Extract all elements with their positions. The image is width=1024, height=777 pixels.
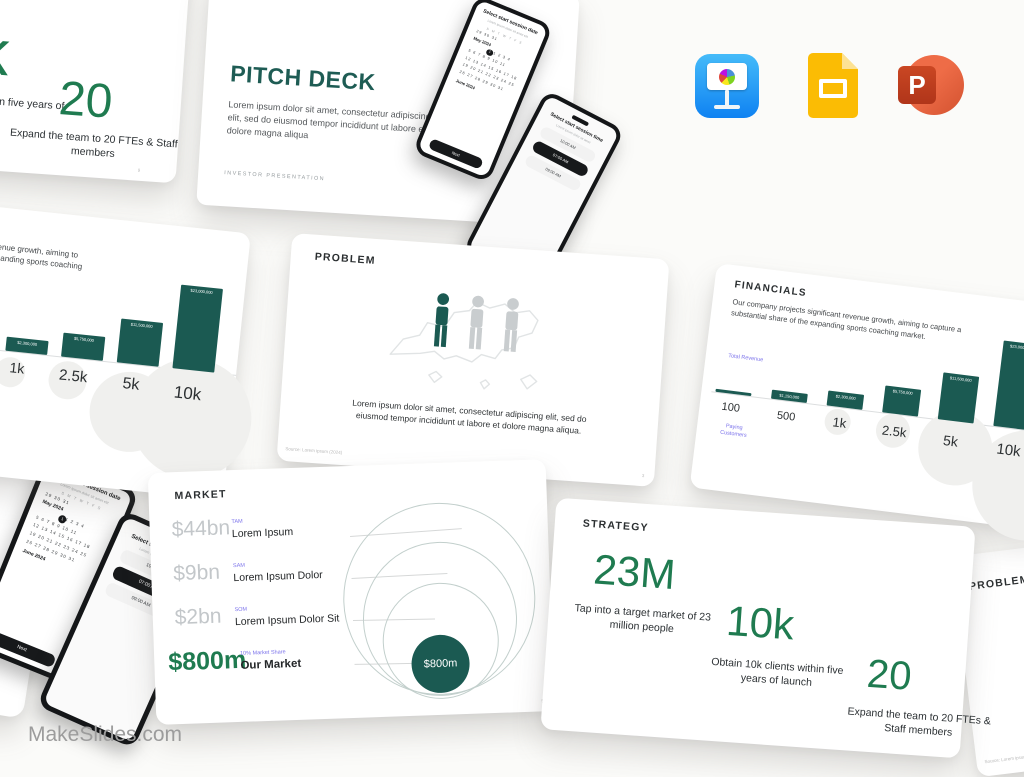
x-axis-label: Paying Customers bbox=[719, 423, 747, 440]
next-button: Next bbox=[427, 137, 485, 170]
bar-value: $23,000,000 bbox=[1009, 343, 1024, 352]
y-axis-label: Total Revenue bbox=[727, 353, 764, 364]
sam-tag: SAM bbox=[232, 562, 246, 570]
stat-10k-caption: Obtain 10k clients within five years of … bbox=[0, 88, 65, 113]
keynote-pole bbox=[725, 90, 729, 106]
keynote-pie bbox=[719, 68, 735, 85]
our-market-circle-label: $800m bbox=[423, 657, 458, 671]
page-number: 3 bbox=[641, 473, 645, 479]
keynote-base bbox=[714, 105, 740, 109]
person-group bbox=[427, 291, 527, 356]
decor-circle bbox=[125, 352, 258, 485]
slide-financials-fragment: FINANCIALS Our company projects signific… bbox=[0, 191, 258, 501]
bar-value: $11,500,000 bbox=[949, 375, 972, 383]
powerpoint-icon[interactable]: P bbox=[898, 53, 964, 119]
tam-tag: TAM bbox=[231, 518, 243, 526]
stat-10k-caption: Obtain 10k clients within five years of … bbox=[710, 655, 844, 690]
slide-strategy: STRATEGY 23M Tap into a target market of… bbox=[540, 497, 991, 759]
bar-500: $1,150,000 bbox=[770, 389, 808, 403]
tam-value: $44bn bbox=[171, 516, 231, 542]
our-market-tag: 10% Market Share bbox=[239, 649, 286, 657]
category-label: 100 bbox=[720, 400, 741, 415]
category-label: 500 bbox=[776, 409, 796, 424]
pitch-deck-body: Lorem ipsum dolor sit amet, consectetur … bbox=[226, 99, 431, 141]
tam-name: Lorem Ipsum bbox=[231, 525, 294, 541]
bar-10k: $23,000,000 bbox=[172, 284, 223, 373]
stat-20-caption: Expand the team to 20 FTEs & Staff membe… bbox=[9, 126, 178, 161]
powerpoint-letter: P bbox=[908, 69, 926, 100]
stat-10k: 10k bbox=[0, 10, 12, 90]
stat-20: 20 bbox=[57, 72, 115, 129]
category-label: 10k bbox=[995, 440, 1022, 461]
stat-10k: 10k bbox=[724, 596, 796, 649]
category-label: 1k bbox=[831, 414, 848, 431]
bar-2.5k: $5,750,000 bbox=[882, 385, 922, 417]
source-note: Source: Lorem ipsum (2024) bbox=[285, 446, 343, 456]
category-label: 1k bbox=[8, 359, 26, 377]
category-label: 2.5k bbox=[58, 366, 89, 387]
som-name: Lorem Ipsum Dolor Sit bbox=[234, 612, 340, 629]
pitch-deck-title: PITCH DECK bbox=[229, 60, 377, 96]
problem-title: PROBLEM bbox=[968, 573, 1024, 593]
category-label: 2.5k bbox=[881, 422, 908, 441]
powerpoint-tile: P bbox=[898, 66, 936, 104]
site-watermark: MakeSlides.com bbox=[28, 723, 183, 746]
our-market-name: Our Market bbox=[240, 657, 302, 672]
bar-value: $2,300,000 bbox=[835, 393, 856, 401]
google-slides-icon[interactable] bbox=[808, 53, 858, 118]
source-note: Source: Lorem ipsum (2024) bbox=[984, 752, 1024, 765]
category-label: 5k bbox=[121, 375, 141, 394]
slides-frame bbox=[819, 79, 847, 98]
bar-value: $5,750,000 bbox=[892, 388, 914, 396]
som-tag: SOM bbox=[234, 606, 248, 614]
person-icon bbox=[503, 298, 519, 352]
stat-20: 20 bbox=[865, 651, 914, 699]
bar-2.5k: $5,750,000 bbox=[61, 332, 106, 361]
pitch-deck-footer: INVESTOR PRESENTATION bbox=[224, 170, 326, 183]
problem-title: PROBLEM bbox=[314, 250, 376, 267]
bar-10k: $23,000,000 bbox=[993, 340, 1024, 431]
keynote-icon[interactable] bbox=[695, 54, 759, 118]
bar-value: $5,750,000 bbox=[73, 335, 95, 343]
category-label: 5k bbox=[942, 431, 959, 450]
stat-23m: 23M bbox=[592, 545, 677, 599]
bar-5k: $11,500,000 bbox=[116, 318, 164, 367]
bar-value: $11,500,000 bbox=[130, 321, 153, 329]
slide-market: MARKET $44bn TAM Lorem Ipsum $9bn SAM Lo… bbox=[147, 459, 555, 725]
slide-strategy-fragment: 10k Obtain 10k clients within five years… bbox=[0, 0, 204, 184]
slide-financials: FINANCIALS Our company projects signific… bbox=[689, 263, 1024, 547]
sam-value: $9bn bbox=[172, 560, 221, 586]
financials-title: FINANCIALS bbox=[733, 279, 808, 300]
market-title: MARKET bbox=[174, 488, 227, 503]
person-icon-active bbox=[433, 293, 450, 348]
strategy-title: STRATEGY bbox=[582, 517, 650, 535]
stat-23m-caption: Tap into a target market of 23 million p… bbox=[574, 602, 712, 636]
financials-body: Our company projects significant revenue… bbox=[730, 297, 962, 341]
slides-fold bbox=[842, 53, 858, 69]
slide-pitch-deck: PITCH DECK Lorem ipsum dolor sit amet, c… bbox=[196, 0, 625, 292]
calendar-grid: 1 1 2 3 4 5 6 7 8 9 10 11 12 13 14 15 16… bbox=[453, 39, 524, 97]
sam-name: Lorem Ipsum Dolor bbox=[233, 568, 323, 585]
person-icon bbox=[468, 295, 484, 350]
bar-value: $2,300,000 bbox=[16, 339, 38, 347]
category-label: 10k bbox=[172, 382, 203, 405]
som-value: $2bn bbox=[174, 604, 222, 630]
next-button: Next bbox=[0, 629, 57, 669]
financials-body: Our company projects significant revenue… bbox=[0, 229, 83, 272]
calendar-grid: 1 1 2 3 4 5 6 7 8 9 10 11 12 13 14 15 16… bbox=[20, 503, 98, 569]
slide-problem: PROBLEM Lorem ipsum dolor sit a bbox=[276, 233, 670, 487]
bar-value: $23,000,000 bbox=[190, 287, 213, 295]
our-market-value: $800m bbox=[167, 645, 247, 677]
bar-5k: $11,500,000 bbox=[937, 372, 980, 424]
keynote-board bbox=[707, 63, 747, 90]
bar-value: $1,150,000 bbox=[779, 392, 800, 401]
page-number: 9 bbox=[137, 167, 141, 173]
